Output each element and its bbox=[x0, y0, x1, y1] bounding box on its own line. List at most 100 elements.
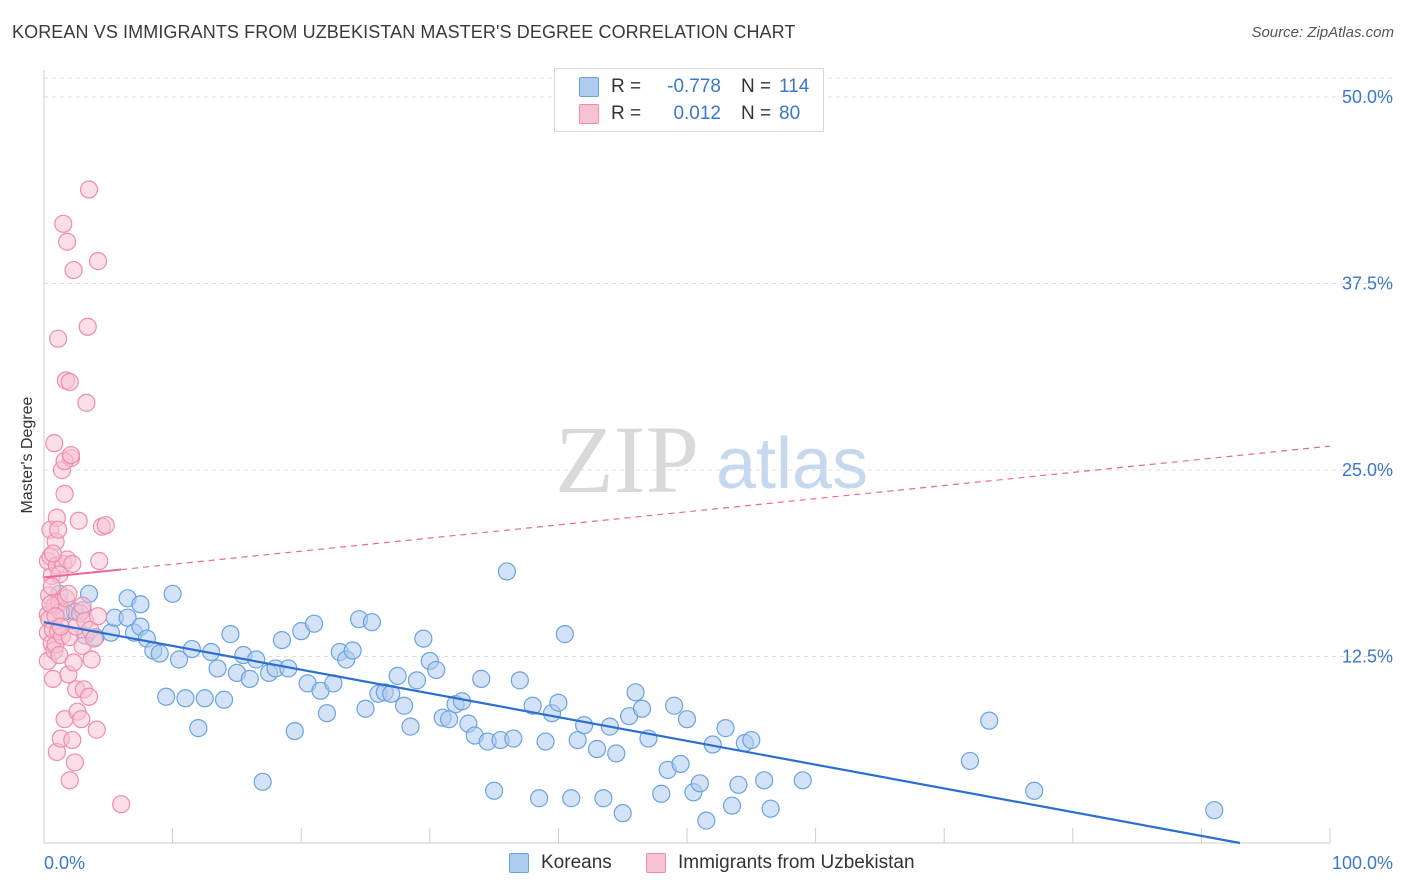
n-value: 80 bbox=[779, 103, 801, 124]
data-point-koreans bbox=[587, 739, 607, 759]
data-point-koreans bbox=[497, 562, 517, 581]
data-point-koreans bbox=[575, 716, 594, 735]
legend-swatch-pink bbox=[646, 853, 666, 873]
data-point-uzbekistan bbox=[45, 434, 64, 453]
y-tick-label: 25.0% bbox=[1342, 460, 1393, 480]
data-point-uzbekistan bbox=[42, 577, 61, 596]
data-point-koreans bbox=[394, 696, 414, 715]
legend-swatch-pink bbox=[579, 104, 599, 124]
data-point-uzbekistan bbox=[77, 393, 96, 412]
data-point-koreans bbox=[742, 730, 761, 750]
data-point-uzbekistan bbox=[64, 260, 83, 280]
data-point-koreans bbox=[1025, 781, 1044, 800]
data-point-koreans bbox=[652, 784, 671, 803]
legend-row-uzbekistan: R = 0.012 N = 80 bbox=[579, 102, 800, 126]
data-point-koreans bbox=[677, 710, 697, 729]
data-point-uzbekistan bbox=[72, 710, 91, 729]
data-point-koreans bbox=[536, 732, 555, 751]
y-axis-label: Master's Degree bbox=[19, 396, 36, 513]
data-point-uzbekistan bbox=[78, 317, 97, 336]
y-tick-label: 37.5% bbox=[1342, 274, 1393, 294]
legend-item-uzbekistan[interactable]: Immigrants from Uzbekistan bbox=[646, 852, 915, 874]
data-point-uzbekistan bbox=[79, 687, 99, 706]
data-point-koreans bbox=[414, 629, 433, 648]
data-point-koreans bbox=[343, 641, 362, 660]
data-point-uzbekistan bbox=[43, 669, 63, 688]
data-point-uzbekistan bbox=[73, 596, 92, 615]
data-point-koreans bbox=[697, 811, 716, 830]
data-point-koreans bbox=[356, 699, 375, 718]
data-point-uzbekistan bbox=[61, 445, 81, 465]
data-point-uzbekistan bbox=[43, 544, 63, 563]
data-point-koreans bbox=[285, 721, 304, 741]
data-point-koreans bbox=[407, 671, 427, 690]
data-point-koreans bbox=[523, 696, 542, 715]
data-point-koreans bbox=[388, 666, 407, 685]
legend-swatch-blue bbox=[579, 77, 599, 97]
data-point-koreans bbox=[729, 775, 748, 794]
data-point-koreans bbox=[427, 660, 446, 680]
data-point-koreans bbox=[317, 704, 337, 723]
data-point-uzbekistan bbox=[64, 653, 83, 672]
data-point-koreans bbox=[632, 699, 652, 718]
data-point-koreans bbox=[594, 789, 613, 808]
data-point-uzbekistan bbox=[79, 180, 99, 199]
trend-lines bbox=[43, 445, 1331, 845]
data-point-koreans bbox=[530, 789, 549, 808]
data-point-uzbekistan bbox=[58, 232, 77, 251]
r-label: R = bbox=[611, 103, 642, 124]
trend-line bbox=[43, 621, 1241, 845]
data-point-uzbekistan bbox=[49, 329, 68, 348]
data-point-uzbekistan bbox=[85, 629, 104, 648]
data-point-uzbekistan bbox=[59, 584, 78, 603]
data-point-uzbekistan bbox=[88, 607, 108, 626]
data-point-uzbekistan bbox=[112, 795, 131, 814]
data-point-koreans bbox=[613, 804, 632, 823]
data-point-uzbekistan bbox=[90, 551, 109, 571]
source-label: Source: ZipAtlas.com bbox=[1251, 24, 1394, 41]
data-point-koreans bbox=[208, 659, 227, 678]
legend-label: Immigrants from Uzbekistan bbox=[678, 852, 915, 873]
data-point-koreans bbox=[665, 696, 684, 715]
legend-item-koreans[interactable]: Koreans bbox=[509, 852, 612, 874]
data-point-koreans bbox=[253, 772, 272, 791]
data-point-koreans bbox=[195, 689, 214, 708]
data-point-uzbekistan bbox=[49, 520, 68, 539]
tick-labels: 12.5% 25.0% 37.5% 50.0% 0.0% 100.0% bbox=[44, 87, 1393, 873]
r-value: -0.778 bbox=[667, 76, 721, 97]
data-point-koreans bbox=[761, 799, 780, 818]
data-point-koreans bbox=[472, 669, 491, 688]
chart-title: KOREAN VS IMMIGRANTS FROM UZBEKISTAN MAS… bbox=[12, 22, 796, 42]
legend-label: Koreans bbox=[541, 852, 612, 873]
data-point-uzbekistan bbox=[60, 372, 79, 392]
data-point-uzbekistan bbox=[69, 511, 88, 530]
data-point-koreans bbox=[240, 669, 259, 688]
data-point-koreans bbox=[555, 625, 574, 644]
data-point-koreans bbox=[690, 774, 709, 793]
data-point-koreans bbox=[562, 789, 581, 808]
x-tick-label-max: 100.0% bbox=[1332, 853, 1393, 873]
watermark-atlas: atlas bbox=[716, 424, 868, 504]
data-point-koreans bbox=[549, 693, 568, 712]
data-point-uzbekistan bbox=[63, 554, 82, 574]
data-point-koreans bbox=[221, 625, 240, 644]
n-label: N = bbox=[741, 103, 772, 124]
data-point-koreans bbox=[510, 671, 529, 690]
data-point-koreans bbox=[176, 689, 195, 708]
r-value: 0.012 bbox=[673, 103, 721, 124]
data-point-uzbekistan bbox=[96, 516, 115, 535]
data-point-uzbekistan bbox=[54, 214, 73, 233]
watermark: ZIP atlas bbox=[555, 406, 868, 513]
data-point-koreans bbox=[671, 754, 690, 774]
data-point-koreans bbox=[401, 717, 420, 736]
data-point-koreans bbox=[169, 650, 189, 669]
data-point-uzbekistan bbox=[50, 645, 69, 665]
series-legend: Koreans Immigrants from Uzbekistan bbox=[0, 852, 1406, 878]
data-point-koreans bbox=[793, 771, 812, 790]
data-point-uzbekistan bbox=[65, 753, 84, 772]
data-point-koreans bbox=[304, 614, 324, 633]
trend-line-dashed bbox=[121, 445, 1331, 571]
data-point-koreans bbox=[485, 781, 504, 800]
y-tick-label: 50.0% bbox=[1342, 87, 1393, 107]
